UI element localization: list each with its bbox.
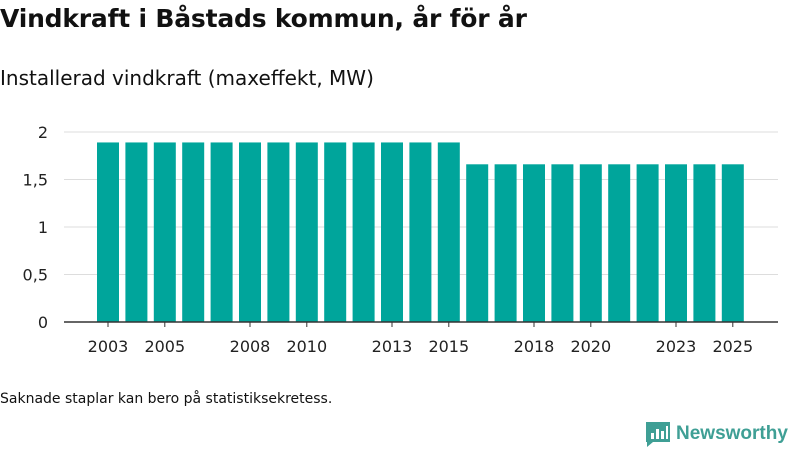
bar-2012 xyxy=(352,142,375,322)
brand-logo: Newsworthy xyxy=(644,419,788,449)
y-tick-label: 1 xyxy=(38,218,48,237)
x-tick-label: 2025 xyxy=(712,337,753,356)
bar-2009 xyxy=(267,142,290,322)
bar-2024 xyxy=(693,164,716,322)
newsworthy-logo-icon xyxy=(646,422,670,447)
y-tick-label: 0,5 xyxy=(23,266,48,285)
bar-2014 xyxy=(409,142,432,322)
chart-title: Vindkraft i Båstads kommun, år för år xyxy=(0,4,527,33)
bar-2017 xyxy=(494,164,517,322)
bar-2006 xyxy=(182,142,205,322)
x-tick-label: 2020 xyxy=(570,337,611,356)
x-tick-label: 2013 xyxy=(372,337,413,356)
x-tick-label: 2003 xyxy=(88,337,129,356)
y-tick-label: 1,5 xyxy=(23,171,48,190)
chart-subtitle: Installerad vindkraft (maxeffekt, MW) xyxy=(0,66,374,90)
bar-2016 xyxy=(466,164,489,322)
x-tick-label: 2010 xyxy=(286,337,327,356)
x-tick-label: 2015 xyxy=(428,337,469,356)
footnote: Saknade staplar kan bero på statistiksek… xyxy=(0,391,333,407)
bar-2020 xyxy=(579,164,602,322)
x-tick-label: 2023 xyxy=(656,337,697,356)
x-tick-label: 2018 xyxy=(514,337,555,356)
bar-2004 xyxy=(125,142,148,322)
x-tick-label: 2008 xyxy=(230,337,271,356)
bar-2023 xyxy=(665,164,687,322)
bar-2011 xyxy=(324,142,347,322)
bar-2015 xyxy=(437,142,460,322)
bar-2008 xyxy=(239,142,261,322)
y-tick-label: 0 xyxy=(38,313,48,332)
bar-2007 xyxy=(210,142,233,322)
bar-2019 xyxy=(551,164,574,322)
x-tick-label: 2005 xyxy=(144,337,185,356)
bar-2021 xyxy=(608,164,631,322)
bar-2003 xyxy=(97,142,119,322)
bar-2005 xyxy=(153,142,176,322)
bar-chart: 0 0,5 1 1,5 2 2003 2005 2008 2010 2013 2015 2018 202… xyxy=(23,123,778,356)
bar-2025 xyxy=(721,164,744,322)
brand-name: Newsworthy xyxy=(676,423,788,444)
y-tick-label: 2 xyxy=(38,123,48,142)
bar-2022 xyxy=(636,164,659,322)
bar-2010 xyxy=(295,142,318,322)
bar-2018 xyxy=(523,164,545,322)
bar-2013 xyxy=(381,142,403,322)
